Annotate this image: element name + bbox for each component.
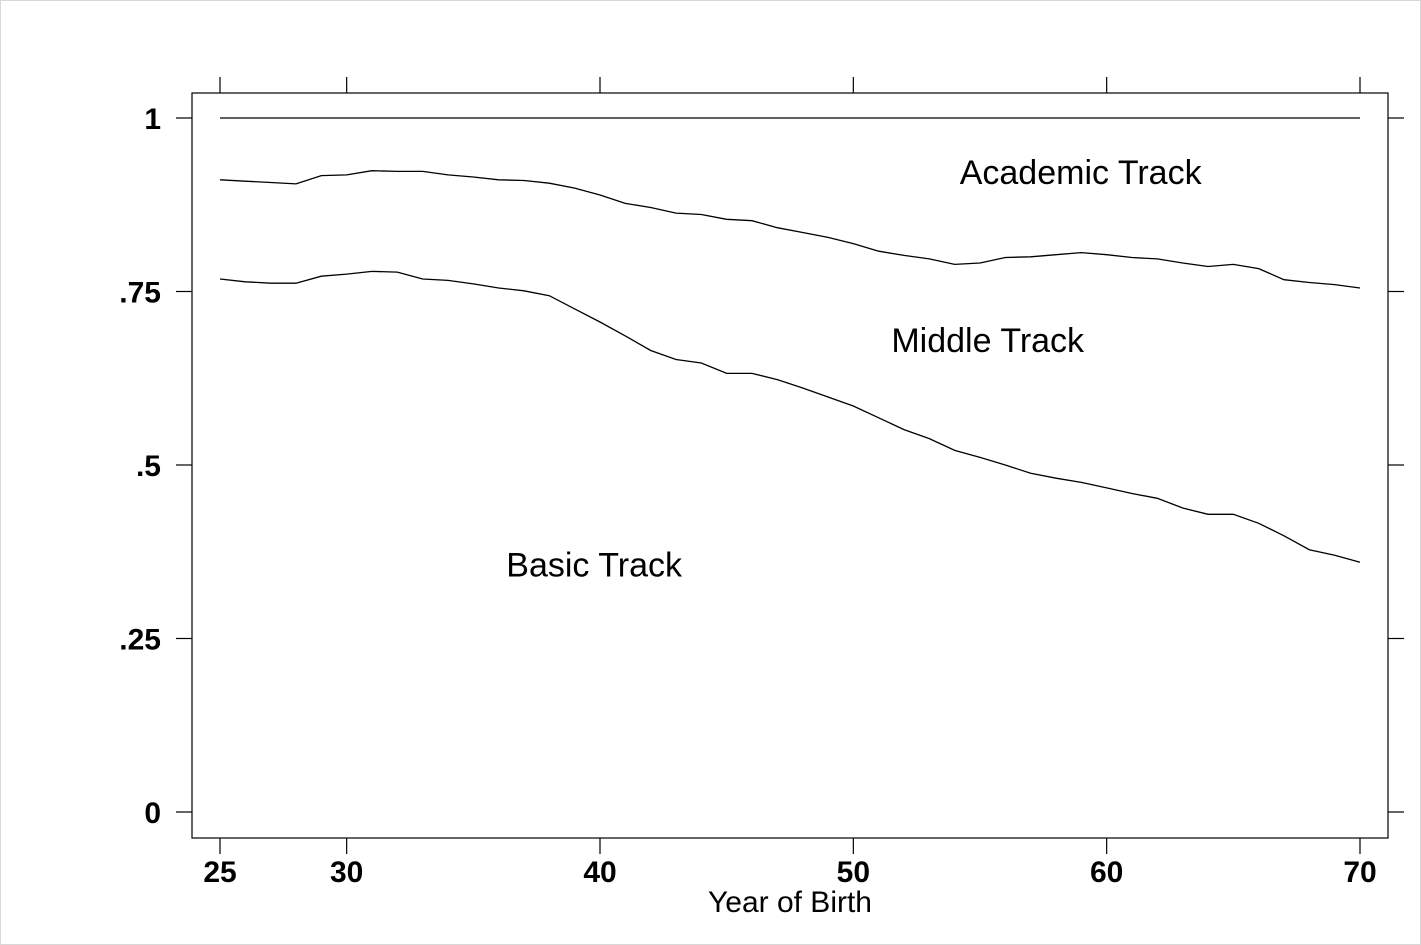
y-tick-label: .5 <box>136 450 161 483</box>
series-line-2 <box>219 170 1361 289</box>
x-tick-label: 40 <box>583 856 616 889</box>
y-tick-label: .75 <box>119 277 161 310</box>
x-tick-label: 30 <box>330 856 363 889</box>
x-tick-label: 60 <box>1090 856 1123 889</box>
annotation-label: Middle Track <box>891 322 1085 360</box>
series-line-1 <box>219 270 1361 563</box>
annotation-label: Academic Track <box>960 154 1203 192</box>
y-tick-label: 1 <box>144 103 161 136</box>
x-tick-label: 50 <box>837 856 870 889</box>
y-tick-label: .25 <box>119 624 161 657</box>
x-tick-label: 70 <box>1343 856 1376 889</box>
x-tick-label: 25 <box>203 856 236 889</box>
plot-area <box>191 92 1389 839</box>
annotation-label: Basic Track <box>506 547 683 585</box>
y-tick-label: 0 <box>144 797 161 830</box>
x-axis-title: Year of Birth <box>708 886 872 919</box>
